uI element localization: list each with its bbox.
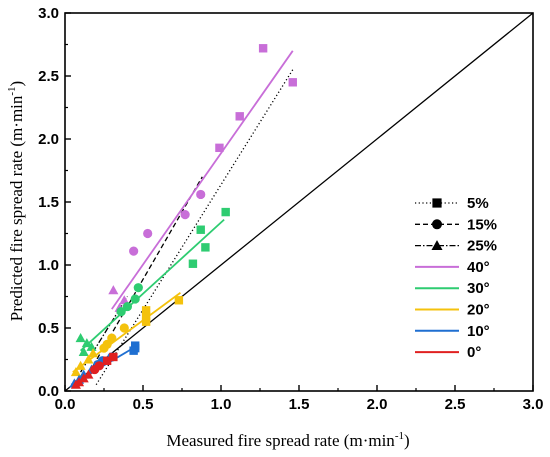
data-point-20deg-square bbox=[141, 306, 151, 315]
data-point-20deg-triangle bbox=[75, 360, 86, 370]
data-point-40deg-square bbox=[258, 44, 268, 53]
y-axis-title: Predicted fire spread rate (m·min-1) bbox=[6, 81, 26, 321]
data-point-30deg-circle bbox=[122, 301, 132, 312]
x-tick-label: 0.5 bbox=[133, 396, 154, 413]
y-tick-label: 2.0 bbox=[38, 131, 59, 148]
data-point-30deg-circle bbox=[116, 307, 126, 317]
x-tick-label: 2.5 bbox=[445, 396, 466, 413]
data-point-20deg-triangle bbox=[70, 367, 81, 377]
data-point-40deg-square bbox=[288, 78, 297, 87]
data-point-20deg-triangle bbox=[88, 348, 99, 358]
fit-line-40deg bbox=[111, 50, 294, 310]
data-point-0deg-triangle bbox=[78, 373, 89, 383]
legend-label-5pct: 5% bbox=[467, 195, 489, 212]
legend-label-10deg: 10° bbox=[467, 323, 490, 340]
data-point-10deg-square bbox=[129, 346, 138, 355]
data-point-40deg-square bbox=[215, 143, 224, 153]
legend-label-0deg: 0° bbox=[467, 344, 481, 361]
x-axis-title-main: Measured fire spread rate (m·min bbox=[166, 431, 395, 450]
legend-marker-circle bbox=[432, 219, 442, 230]
x-axis-title-end: ) bbox=[404, 431, 410, 450]
x-tick-label: 2.0 bbox=[367, 396, 388, 413]
data-point-30deg-triangle bbox=[75, 333, 86, 343]
data-point-30deg-square bbox=[196, 225, 205, 234]
legend-marker-square bbox=[432, 198, 442, 208]
data-point-40deg-circle bbox=[129, 246, 139, 256]
data-point-20deg-circle bbox=[107, 333, 117, 343]
y-axis-title-sup: -1 bbox=[6, 86, 18, 95]
legend-label-20deg: 20° bbox=[467, 302, 490, 319]
data-point-40deg-circle bbox=[196, 189, 206, 200]
x-axis-title: Measured fire spread rate (m·min-1) bbox=[166, 430, 409, 450]
y-tick-label: 1.5 bbox=[38, 194, 59, 211]
data-point-30deg-circle bbox=[130, 294, 140, 304]
legend-label-30deg: 30° bbox=[467, 280, 490, 297]
y-tick-label: 3.0 bbox=[38, 5, 59, 22]
y-tick-label: 1.0 bbox=[38, 257, 59, 274]
legend-label-40deg: 40° bbox=[467, 259, 490, 276]
x-tick-label: 0.0 bbox=[55, 396, 76, 413]
data-point-20deg-square bbox=[174, 296, 184, 305]
data-point-40deg-triangle bbox=[108, 285, 119, 295]
data-point-0deg-triangle bbox=[70, 379, 81, 389]
axis-ticks: 0.0 0.5 1.0 1.5 2.0 2.5 3.0 0.0 0.5 1.0 1.5 2.0 2.5 3… bbox=[38, 5, 543, 413]
legend-label-15pct: 15% bbox=[467, 216, 497, 233]
y-tick-label: 2.5 bbox=[38, 68, 59, 85]
data-point-30deg-triangle bbox=[86, 341, 97, 351]
data-point-0deg-circle bbox=[90, 364, 100, 375]
data-point-0deg-square bbox=[102, 356, 112, 365]
fit-line-30deg bbox=[79, 218, 225, 352]
reference-line-y-equals-x bbox=[64, 12, 534, 392]
fit-line-5pct bbox=[95, 69, 294, 386]
y-tick-label: 0.0 bbox=[38, 383, 59, 400]
y-axis-title-main: Predicted fire spread rate (m·min bbox=[7, 95, 26, 321]
data-point-20deg-circle bbox=[99, 343, 109, 353]
data-point-30deg-triangle bbox=[78, 346, 89, 356]
data-point-30deg-triangle bbox=[81, 338, 92, 348]
legend: 5% 15% 25% 40° 30° 20° 10° 0° bbox=[415, 195, 497, 361]
y-tick-label: 0.5 bbox=[38, 320, 59, 337]
data-point-0deg-triangle bbox=[83, 369, 94, 379]
y-axis-title-end: ) bbox=[7, 81, 26, 87]
x-tick-label: 1.0 bbox=[211, 396, 232, 413]
data-points bbox=[69, 44, 297, 389]
data-point-20deg-triangle bbox=[83, 354, 94, 364]
data-point-30deg-square bbox=[221, 207, 230, 217]
data-point-30deg-circle bbox=[133, 283, 143, 293]
x-tick-label: 3.0 bbox=[523, 396, 544, 413]
data-point-0deg-square bbox=[109, 352, 118, 362]
data-point-30deg-square bbox=[188, 259, 198, 268]
x-axis-title-sup: -1 bbox=[395, 430, 404, 442]
data-point-20deg-circle bbox=[119, 323, 129, 333]
identity-reference-line bbox=[64, 12, 534, 392]
fit-lines bbox=[70, 50, 294, 388]
legend-marker-triangle bbox=[431, 240, 443, 251]
data-point-40deg-circle bbox=[180, 210, 190, 220]
data-point-40deg-circle bbox=[143, 228, 153, 239]
data-point-20deg-square bbox=[141, 312, 151, 321]
data-point-20deg-square bbox=[141, 317, 151, 326]
x-tick-label: 1.5 bbox=[289, 396, 310, 413]
legend-label-25pct: 25% bbox=[467, 238, 497, 255]
data-point-30deg-square bbox=[201, 243, 210, 252]
data-point-40deg-square bbox=[235, 112, 244, 121]
